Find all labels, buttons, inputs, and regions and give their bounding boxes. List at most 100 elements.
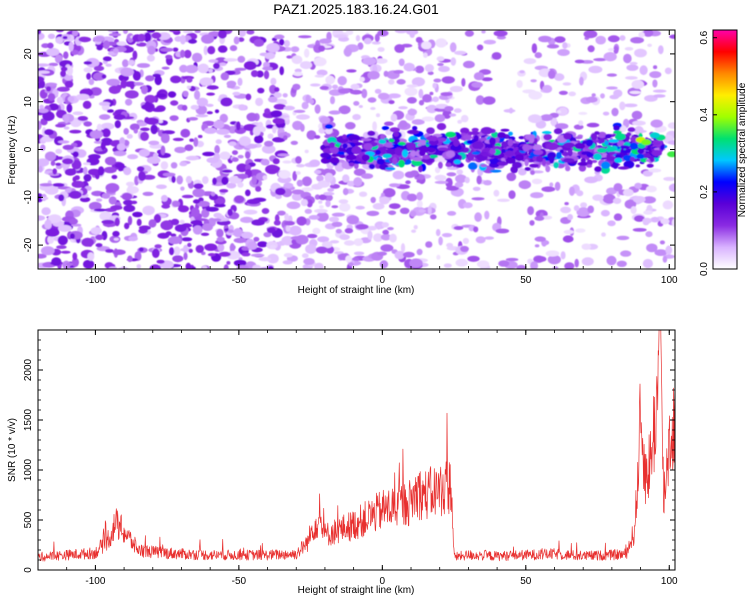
heatmap-cell [578, 120, 584, 126]
heatmap-cell [377, 251, 387, 256]
heatmap-cell [283, 40, 290, 47]
heatmap-cell [291, 192, 303, 201]
heatmap-cell [333, 34, 348, 38]
heatmap-cell [607, 220, 616, 227]
heatmap-cell [446, 185, 459, 191]
heatmap-cell [95, 243, 103, 248]
heatmap-cell [667, 140, 675, 145]
heatmap-cell [93, 208, 107, 212]
heatmap-cell [179, 161, 188, 167]
heatmap-cell [652, 89, 667, 93]
heatmap-cell [358, 105, 363, 108]
heatmap-cell [523, 58, 537, 65]
heatmap-cell [181, 237, 193, 242]
heatmap-cell [290, 236, 304, 240]
heatmap-cell [227, 209, 233, 216]
heatmap-cell [185, 262, 192, 269]
heatmap-cell [202, 223, 213, 231]
heatmap-cell [251, 70, 259, 78]
heatmap-cell [46, 47, 60, 57]
heatmap-cell [468, 225, 475, 232]
heatmap-cell [450, 57, 457, 66]
heatmap-cell [107, 30, 118, 33]
heatmap-y-axis-label: Frequency (Hz) [7, 116, 18, 185]
heatmap-cell [293, 71, 303, 77]
heatmap-cell [626, 132, 632, 137]
heatmap-cell [603, 52, 617, 62]
heatmap-cell [318, 194, 327, 201]
heatmap-cell [83, 166, 88, 175]
heatmap-cell [278, 169, 291, 179]
heatmap-cell [174, 146, 187, 154]
heatmap-cell [359, 76, 365, 82]
heatmap-cell [330, 96, 335, 105]
heatmap-cell [151, 32, 162, 39]
heatmap-cell [167, 236, 182, 245]
heatmap-cell [307, 233, 318, 239]
heatmap-cell [446, 172, 457, 177]
heatmap-cell [237, 181, 244, 188]
heatmap-cell [250, 253, 265, 257]
heatmap-cell [518, 180, 531, 190]
heatmap-cell [262, 66, 273, 71]
heatmap-cell [141, 104, 154, 110]
heatmap-cell [425, 241, 433, 248]
heatmap-cell [554, 36, 566, 43]
heatmap-cell [384, 121, 394, 126]
heatmap-cell [645, 185, 657, 193]
heatmap-cell [180, 49, 185, 58]
heatmap-cell [319, 116, 331, 124]
heatmap-cell [274, 34, 285, 40]
heatmap-cell [501, 141, 508, 149]
heatmap-cell [148, 140, 160, 146]
heatmap-cell [634, 48, 647, 58]
heatmap-cell [167, 91, 177, 98]
heatmap-cell [546, 44, 560, 49]
heatmap-cell [52, 168, 57, 175]
heatmap-cell [140, 127, 150, 132]
heatmap-cell [93, 65, 105, 72]
heatmap-cell [574, 136, 583, 140]
heatmap-cell [180, 186, 185, 191]
heatmap-cell [495, 228, 510, 234]
heatmap-cell [441, 233, 453, 238]
heatmap-cell [592, 194, 604, 201]
heatmap-cell [253, 39, 264, 47]
heatmap-cell [426, 104, 438, 114]
heatmap-cell [324, 124, 333, 130]
heatmap-cell [367, 225, 377, 231]
heatmap-cell [319, 38, 332, 44]
heatmap-y-tick-label: 10 [23, 96, 34, 108]
heatmap-cell [192, 199, 201, 204]
heatmap-cell [639, 65, 648, 76]
heatmap-cell [129, 123, 140, 131]
heatmap-cell [378, 139, 387, 144]
heatmap-cell [156, 93, 167, 98]
heatmap-cell [301, 176, 312, 187]
heatmap-cell [345, 30, 354, 35]
heatmap-cell [454, 50, 467, 56]
snr-x-tick-label: -50 [232, 576, 247, 587]
heatmap-cell [591, 93, 596, 97]
heatmap-cell [172, 255, 184, 263]
heatmap-cell [355, 224, 369, 230]
heatmap-cell [273, 220, 281, 226]
heatmap-cell [207, 253, 216, 257]
heatmap-cell [112, 249, 126, 255]
heatmap-cell [343, 240, 355, 246]
heatmap-cell [301, 253, 309, 259]
heatmap-cell [567, 214, 573, 221]
heatmap-cell [562, 42, 568, 49]
heatmap-cell [403, 62, 415, 72]
heatmap-cell [301, 187, 314, 192]
heatmap-cell [279, 38, 285, 46]
heatmap-cell [627, 127, 636, 133]
heatmap-cell [210, 191, 216, 197]
heatmap-cell [62, 144, 74, 150]
heatmap-cell [183, 49, 192, 59]
heatmap-cell [205, 103, 214, 107]
snr-x-tick-label: -100 [85, 576, 105, 587]
heatmap-cell [295, 156, 302, 164]
heatmap-cell [202, 176, 209, 185]
heatmap-cell [170, 100, 179, 106]
